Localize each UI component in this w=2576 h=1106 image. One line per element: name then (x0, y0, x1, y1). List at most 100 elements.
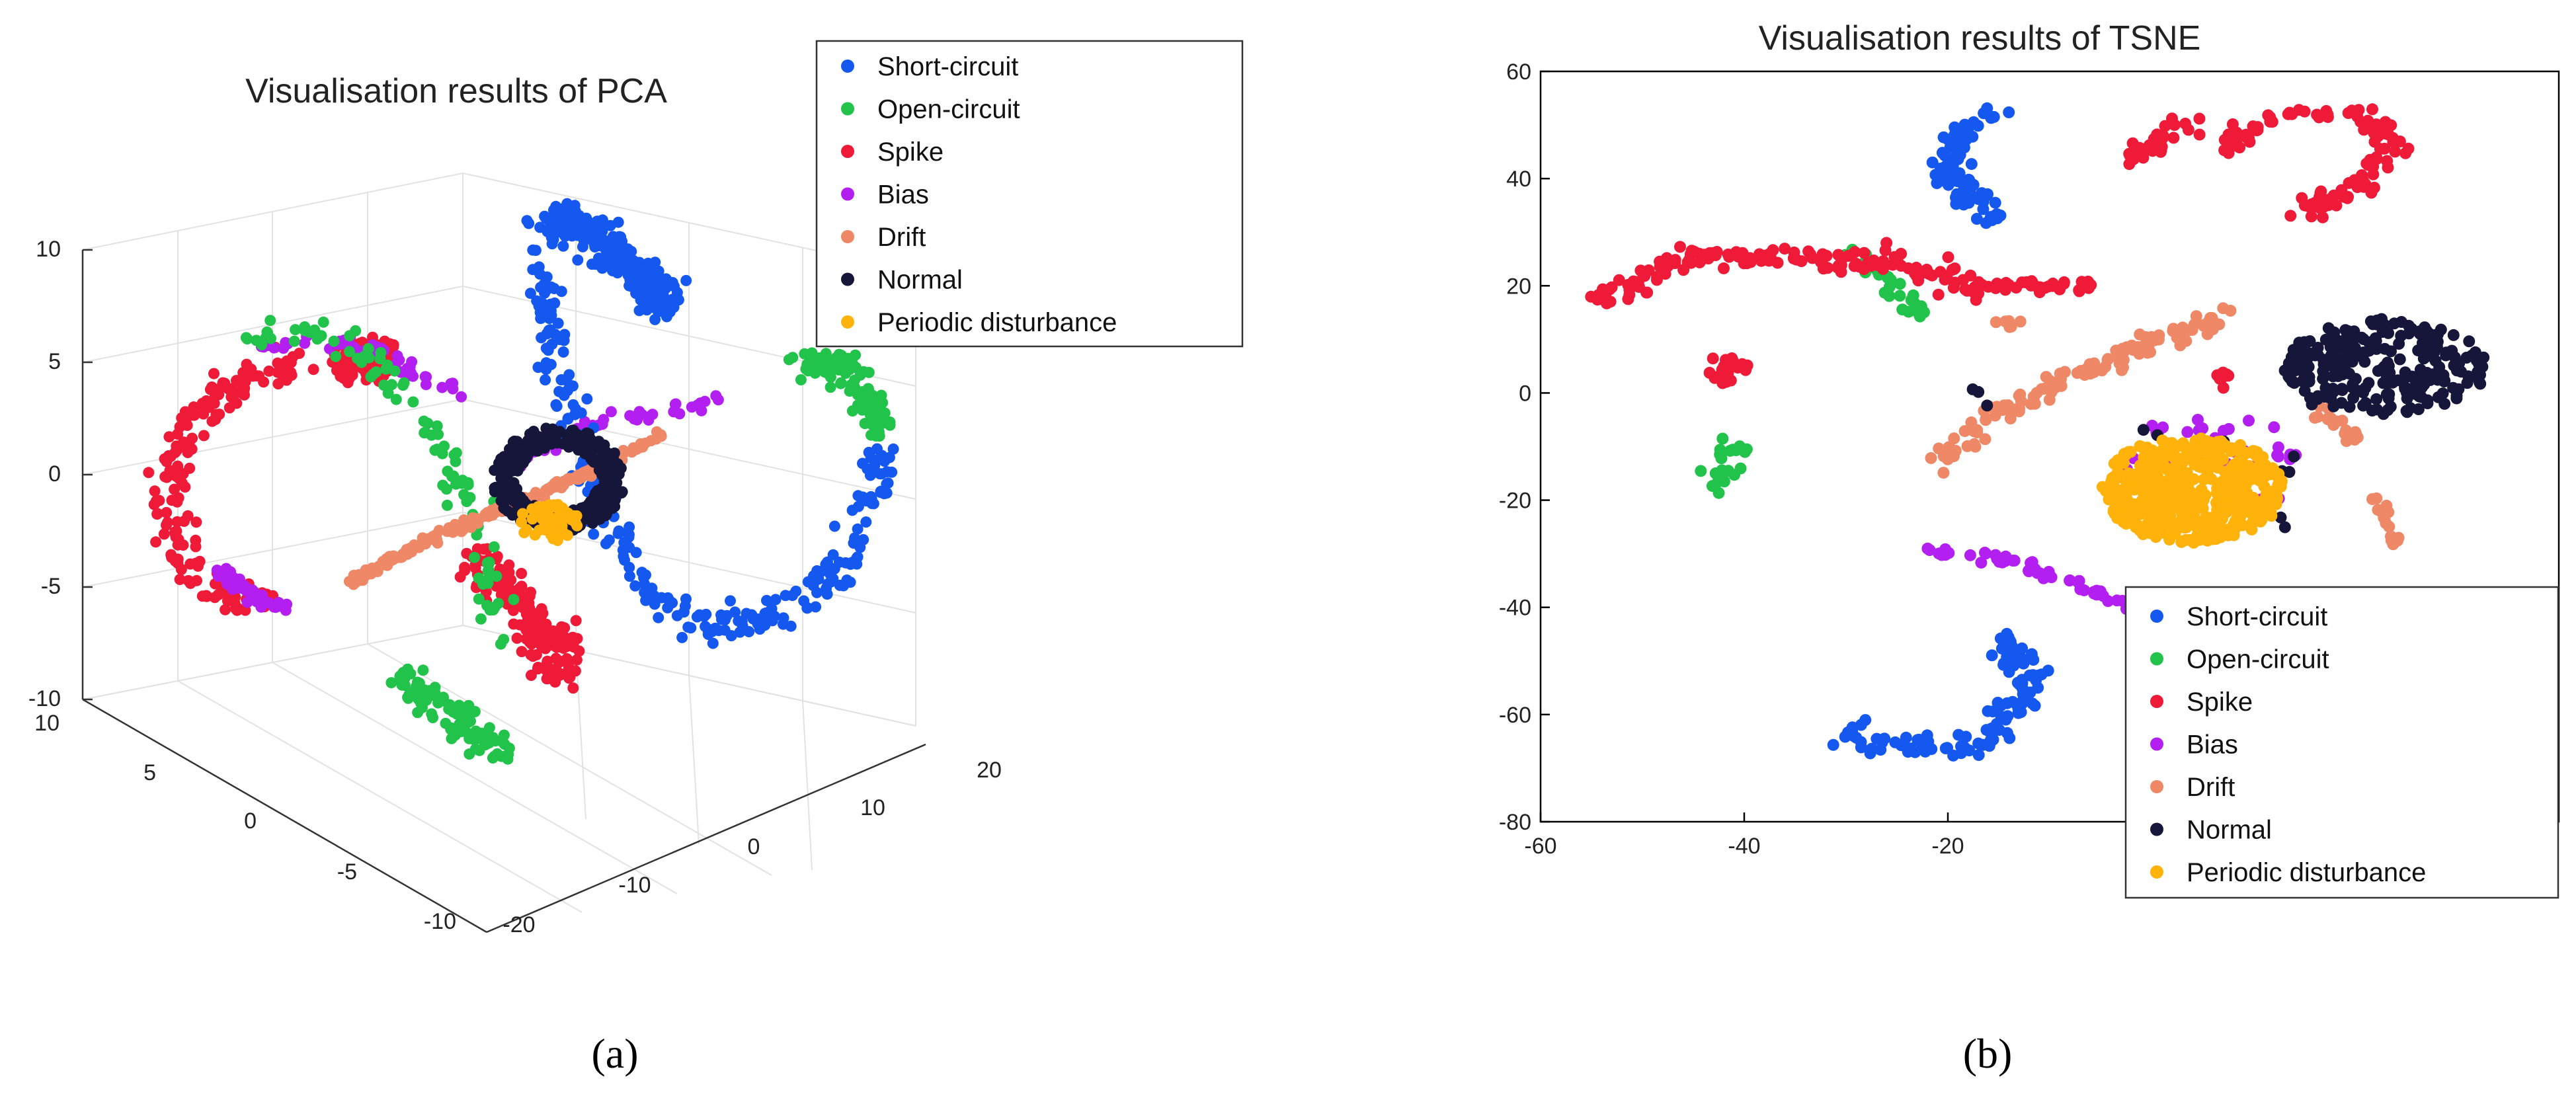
tsne-point-short-circuit (1991, 212, 2003, 225)
tsne-point-periodic-disturbance (2247, 512, 2260, 524)
pca-point-short-circuit (854, 541, 866, 553)
pca-point-spike (210, 414, 221, 425)
pca-point-short-circuit (575, 407, 587, 419)
tsne-point-normal (2327, 400, 2340, 413)
pca-point-short-circuit (541, 328, 553, 340)
tsne-point-spike (1806, 252, 1819, 264)
pca-point-spike (239, 375, 251, 387)
tsne-point-normal (2399, 366, 2411, 379)
tsne-point-short-circuit (1986, 649, 1998, 662)
pca-chart: Visualisation results of PCA (28, 40, 1244, 1077)
tsne-point-spike (1711, 246, 1723, 258)
tsne-point-normal (2382, 356, 2394, 369)
pca-point-short-circuit (676, 631, 688, 643)
pca-point-periodic-disturbance (540, 523, 552, 535)
pca-point-spike (551, 641, 563, 653)
pca-point-short-circuit (547, 233, 559, 245)
pca-point-open-circuit (469, 551, 480, 563)
tsne-point-spike (2351, 181, 2364, 194)
tsne-point-normal (2362, 336, 2375, 348)
pca-point-open-circuit (288, 335, 300, 347)
tsne-point-spike (2216, 368, 2228, 379)
pca-point-drift (413, 539, 424, 551)
pca-point-short-circuit (540, 357, 552, 369)
pca-point-short-circuit (612, 266, 624, 278)
pca-point-spike (280, 374, 292, 386)
pca-point-spike (172, 460, 184, 472)
tsne-point-drift (2048, 381, 2061, 394)
pca-point-short-circuit (640, 594, 652, 606)
tsne-point-periodic-disturbance (2271, 492, 2284, 504)
pca-point-open-circuit (356, 356, 368, 368)
tsne-point-periodic-disturbance (2124, 446, 2137, 458)
tsne-point-periodic-disturbance (2202, 512, 2215, 524)
tsne-point-spike (1934, 266, 1947, 278)
tsne-point-spike (1753, 248, 1765, 260)
tsne-point-periodic-disturbance (2169, 454, 2181, 465)
tsne-point-spike (2293, 104, 2305, 116)
tsne-legend-label-periodic-disturbance: Periodic disturbance (2187, 858, 2426, 887)
tsne-point-bias (1979, 547, 1991, 559)
pca-point-short-circuit (521, 215, 533, 227)
pca-point-spike (573, 645, 585, 657)
pca-point-short-circuit (729, 606, 741, 618)
pca-point-open-circuit (821, 365, 833, 377)
pca-point-normal (554, 426, 566, 438)
tsne-point-bias (2222, 422, 2235, 435)
tsne-point-bias (1993, 555, 2005, 568)
tsne-point-normal (2452, 383, 2465, 395)
pca-point-bias (280, 604, 292, 616)
tsne-point-open-circuit (1907, 289, 1919, 301)
tsne-point-drift (2141, 346, 2153, 359)
pca-point-open-circuit (835, 377, 847, 389)
pca-point-short-circuit (668, 301, 680, 313)
pca-point-open-circuit (264, 315, 276, 327)
pca-legend-label-bias: Bias (877, 180, 929, 210)
pca-point-spike (530, 649, 542, 660)
pca-point-normal (579, 448, 590, 459)
pca-axes (81, 249, 926, 933)
pca-point-short-circuit (725, 595, 736, 607)
pca-point-drift (573, 473, 584, 485)
tsne-point-spike (1591, 294, 1604, 306)
tsne-point-short-circuit (1992, 697, 2004, 709)
tsne-point-periodic-disturbance (2104, 479, 2116, 491)
pca-point-short-circuit (620, 254, 631, 266)
tsne-point-periodic-disturbance (2141, 506, 2153, 518)
tsne-point-normal (2312, 342, 2324, 354)
tsne-point-short-circuit (1895, 739, 1908, 752)
tsne-point-short-circuit (2017, 657, 2030, 670)
pca-point-spike (190, 557, 202, 569)
tsne-point-normal (2380, 388, 2393, 401)
pca-point-short-circuit (574, 223, 586, 235)
pca-point-spike (285, 356, 297, 368)
pca-point-short-circuit (624, 571, 635, 582)
tsne-point-periodic-disturbance (2212, 522, 2225, 534)
tsne-point-spike (2033, 286, 2046, 298)
tsne-point-normal (2393, 338, 2405, 350)
pca-z-tick: 0 (48, 461, 61, 487)
tsne-legend-label-spike: Spike (2187, 688, 2253, 717)
tsne-point-periodic-disturbance (2168, 485, 2181, 498)
tsne-point-short-circuit (2007, 659, 2020, 672)
pca-y-tick: 0 (244, 809, 257, 834)
pca-point-spike (563, 662, 575, 674)
tsne-point-spike (2402, 142, 2415, 155)
tsne-legend-label-drift: Drift (2187, 773, 2235, 802)
tsne-point-spike (1779, 243, 1791, 255)
tsne-point-periodic-disturbance (2194, 501, 2207, 514)
tsne-legend-marker-periodic-disturbance (2150, 865, 2163, 879)
pca-point-short-circuit (780, 590, 791, 602)
pca-point-open-circuit (473, 593, 485, 605)
pca-point-normal (532, 442, 543, 454)
tsne-point-spike (1949, 276, 1961, 289)
pca-point-drift (655, 430, 667, 442)
pca-point-spike (179, 406, 191, 418)
pca-x-ticks: -20 -10 0 10 20 (503, 758, 1001, 937)
tsne-point-periodic-disturbance (2112, 471, 2124, 484)
pca-point-open-circuit (382, 359, 393, 371)
pca-point-spike (171, 496, 183, 508)
tsne-point-spike (1942, 251, 1954, 264)
tsne-point-drift (2027, 392, 2040, 405)
pca-point-short-circuit (581, 393, 593, 405)
